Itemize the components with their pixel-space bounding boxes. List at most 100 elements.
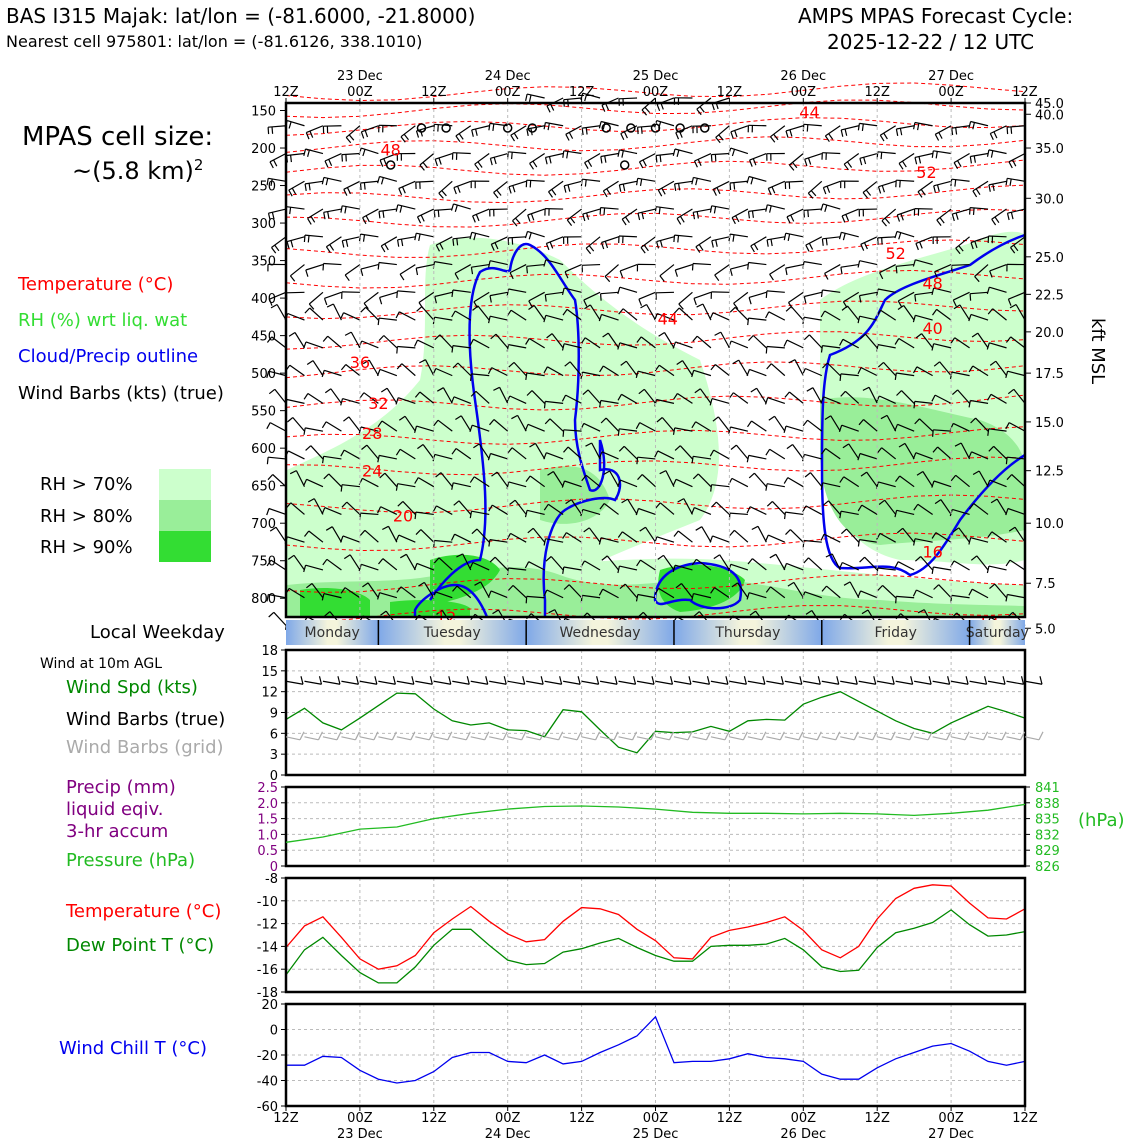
kft-tick-label-8: 15.0	[1035, 416, 1064, 431]
sfc-barb-true-flag-117	[1020, 676, 1025, 685]
barb-674	[405, 554, 416, 571]
barb-317	[622, 308, 638, 321]
bottom-tick-label-0: 12Z	[273, 1111, 299, 1126]
pressure-tick-label-2: 250	[251, 180, 276, 195]
barb-69	[584, 153, 601, 164]
barb-flag-463	[287, 417, 294, 423]
barb-flag-651	[729, 529, 735, 536]
barb-flag-652	[751, 525, 759, 531]
barb-flag-556	[491, 471, 498, 477]
barb-flag-70	[600, 156, 603, 164]
barb-522	[623, 445, 638, 460]
barb-328	[824, 310, 841, 321]
sfc-barb-grid-111	[969, 736, 984, 741]
barb-flag-496	[894, 424, 899, 432]
sfc-barb-grid-102	[914, 736, 929, 741]
barb-438	[587, 389, 601, 404]
barb-15	[345, 125, 361, 138]
barb-64	[490, 152, 508, 159]
barb-flag-529	[746, 455, 750, 463]
barb-304	[378, 317, 397, 321]
barb-flag-398	[599, 365, 604, 373]
barb-643	[588, 527, 601, 543]
barb-494	[863, 419, 878, 432]
barb-flag-173	[991, 218, 997, 226]
barb-661	[914, 538, 933, 543]
barb-488	[751, 420, 767, 432]
barb-601	[570, 499, 583, 515]
barb-flag-96	[321, 177, 325, 185]
barb-552	[417, 477, 435, 488]
barb-flag2-6	[644, 106, 651, 113]
barb-flag-394	[525, 372, 528, 380]
barb-685	[606, 555, 620, 571]
barb-flag-719	[474, 581, 481, 586]
barb-315	[589, 304, 601, 321]
barb-181	[380, 236, 398, 247]
barb-flag-162	[786, 216, 791, 224]
barb-flag-345	[378, 335, 385, 342]
barb-413	[883, 361, 897, 377]
barb-flag-13	[305, 132, 310, 140]
barb-flag-537	[898, 442, 906, 448]
barb-94	[288, 180, 305, 191]
barb-flag-317	[618, 308, 624, 315]
barb-277	[638, 291, 656, 300]
barb-flag-402	[676, 360, 683, 365]
barb-flag2-48	[955, 127, 958, 135]
legend-rh90-swatch	[159, 531, 211, 562]
barb-738	[826, 585, 841, 599]
barb-525	[679, 445, 693, 460]
isotherm-17	[285, 574, 1026, 593]
barb-flag-471	[433, 419, 439, 427]
barb-flag-302	[340, 312, 345, 320]
barb-427	[386, 387, 398, 404]
top-tick-label-6: 12Z	[717, 85, 743, 100]
barb-flag-730	[675, 583, 682, 589]
barb-flag-91	[986, 149, 990, 157]
barb-flag-164	[820, 203, 824, 211]
barb-520	[591, 442, 601, 460]
local-weekday-label: Local Weekday	[90, 622, 225, 643]
barb-503	[268, 456, 287, 460]
barb-580	[933, 480, 952, 488]
isotherm-label-1: 48	[381, 141, 401, 160]
barb-470	[416, 425, 434, 432]
barb-flag-7	[656, 104, 661, 112]
barb-flag-222	[377, 262, 380, 270]
sfc-barb-grid-flag-63	[687, 731, 693, 741]
barb-flag-238	[674, 269, 678, 277]
barb-flag-369	[820, 345, 823, 353]
barb-flag-368	[803, 334, 810, 341]
barb-flag-344	[358, 340, 363, 348]
barb-flag-294	[952, 299, 957, 307]
barb-404	[714, 364, 730, 377]
barb-581	[955, 474, 970, 488]
barb-flag-323	[729, 306, 736, 313]
barb-510	[399, 448, 416, 460]
barb-462	[269, 422, 287, 432]
barb-flag-517	[529, 442, 536, 448]
barb-flag2-99	[380, 177, 384, 185]
barb-flag-207	[860, 244, 865, 251]
barb-32	[656, 120, 675, 127]
barb-106	[508, 180, 527, 188]
bottom-date-label-0: 23 Dec	[337, 1127, 383, 1140]
barb-flag-667	[266, 559, 272, 567]
barb-flag-31	[637, 127, 639, 135]
barb-flag-568	[710, 484, 713, 492]
barb-292	[914, 291, 933, 296]
barb-395	[547, 366, 564, 377]
barb-481	[619, 428, 638, 432]
pressure-tick-label-0: 150	[251, 105, 276, 120]
top-tick-label-4: 12Z	[569, 85, 595, 100]
barb-568	[711, 484, 730, 488]
barb-flag-197	[673, 235, 676, 243]
barb-76	[711, 152, 730, 156]
barb-flag-724	[563, 584, 570, 590]
barb-356	[584, 337, 601, 349]
barb-265	[418, 291, 435, 303]
barb-509	[379, 454, 397, 460]
barb-flag-190	[545, 243, 550, 251]
barb-273	[563, 287, 582, 293]
